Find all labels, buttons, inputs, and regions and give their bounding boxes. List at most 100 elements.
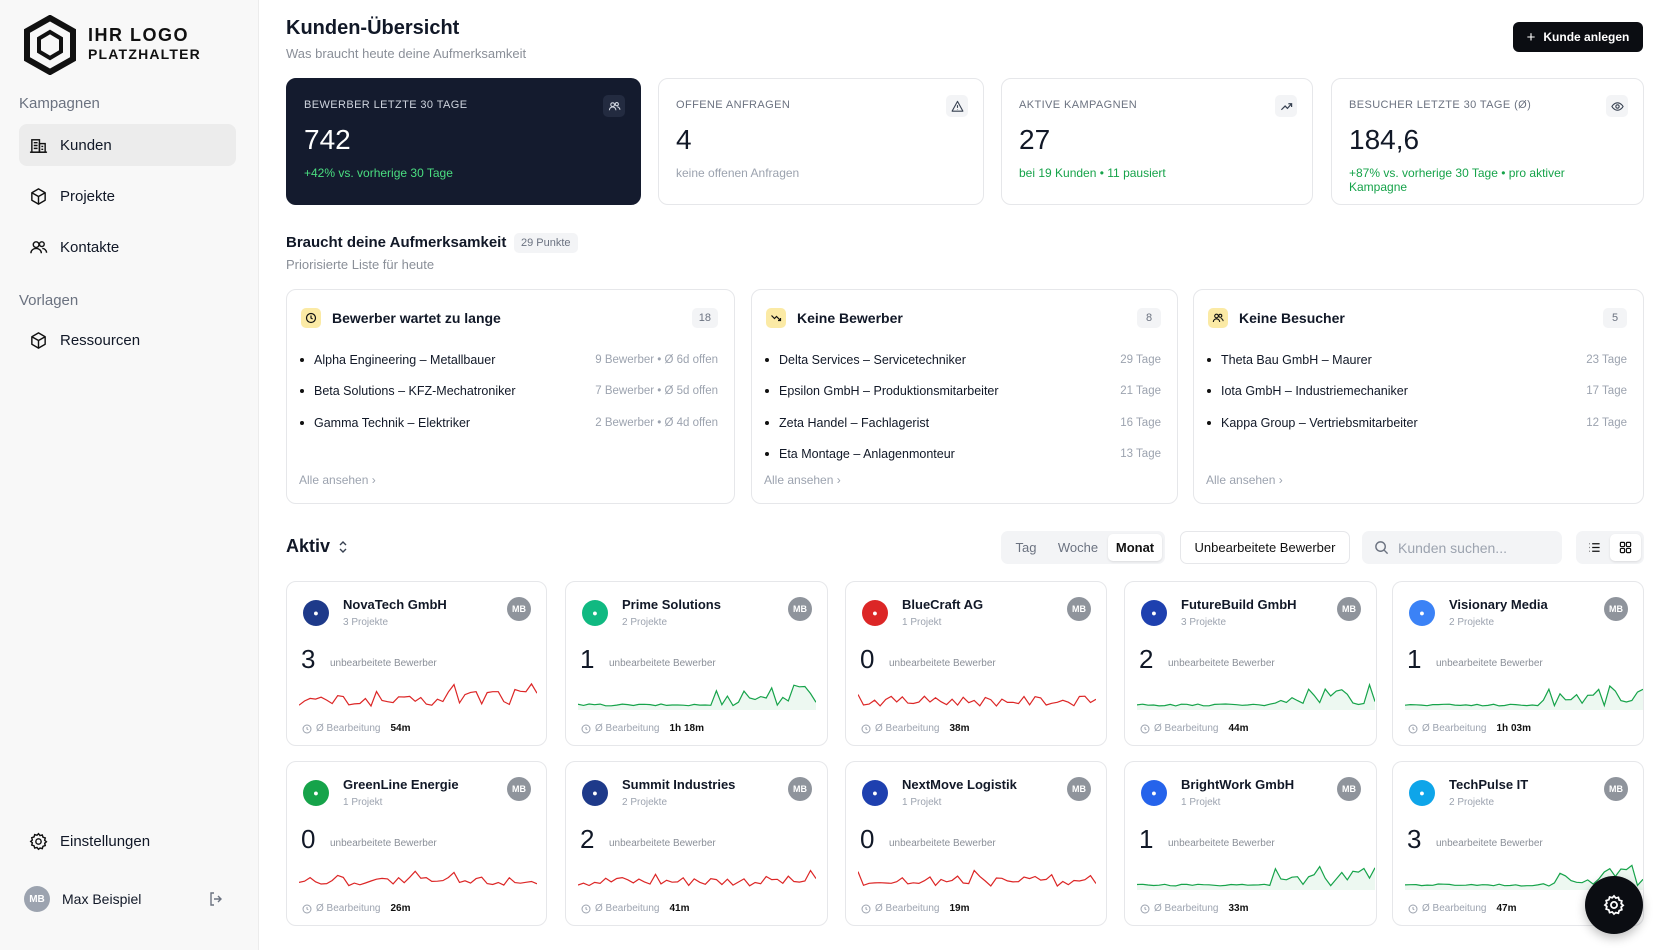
company-logo-icon: ● [582,600,608,626]
customer-card[interactable]: ● GreenLine Energie 1 Projekt MB 0 unbearbeit… [286,761,547,926]
sidebar-item-settings[interactable]: Einstellungen [19,820,236,862]
sparkline-area [1137,866,1375,890]
clock-icon [861,904,871,913]
attention-card-count: 18 [691,308,718,328]
customer-projects: 1 Projekt [902,797,942,808]
kpi-note: +87% vs. vorherige 30 Tage • pro aktiver… [1349,166,1565,194]
customer-card[interactable]: ● Visionary Media 2 Projekte MB 1 unbearbeite… [1392,581,1644,746]
list-item[interactable]: Epsilon GmbH – Produktionsmitarbeiter 21 … [765,376,1161,408]
settings-fab[interactable] [1585,876,1643,934]
customer-card[interactable]: ● Summit Industries 2 Projekte MB 2 unbearbei… [565,761,828,926]
clock-icon [1408,904,1418,913]
avatar[interactable]: MB [788,777,812,801]
avatar[interactable]: MB [1337,597,1361,621]
kpi-card-applicants[interactable]: BEWERBER LETZTE 30 TAGE 742 +42% vs. vor… [286,78,641,205]
avatar[interactable]: MB [788,597,812,621]
avatar[interactable]: MB [1337,777,1361,801]
unprocessed-count: 2 [580,824,595,854]
customer-name: TechPulse IT [1449,777,1529,792]
kpi-card-active-campaigns[interactable]: AKTIVE KAMPAGNEN 27 bei 19 Kunden • 11 p… [1001,78,1313,205]
list-item[interactable]: Eta Montage – Anlagenmonteur 13 Tage [765,439,1161,471]
sidebar-item-label: Einstellungen [60,832,151,850]
list-item[interactable]: Iota GmbH – Industriemechaniker 17 Tage [1207,376,1627,408]
attention-list: Delta Services – Servicetechniker 29 Tage… [765,344,1161,470]
page-subtitle: Was braucht heute deine Aufmerksamkeit [286,46,527,61]
sidebar-item-kunden[interactable]: Kunden [19,124,236,166]
list-view-button[interactable] [1579,534,1610,561]
view-all-link[interactable]: Alle ansehen › [764,473,841,487]
active-title-label: Aktiv [286,536,331,556]
avatar[interactable]: MB [507,777,531,801]
item-text: Eta Montage – Anlagenmonteur [779,447,955,462]
list-item[interactable]: Kappa Group – Vertriebsmitarbeiter 12 Tag… [1207,407,1627,439]
period-day[interactable]: Tag [1015,540,1037,555]
hexagon-logo-icon [24,15,76,75]
list-icon [1589,543,1600,552]
sparkline-line [1405,864,1643,887]
gear-icon [29,832,48,850]
sparkline-chart [299,682,537,708]
period-week[interactable]: Woche [1057,540,1099,555]
processing-time: Ø Bearbeitung 54m [302,723,411,734]
sidebar-item-projekte[interactable]: Projekte [19,175,236,217]
company-logo-icon: ● [1141,600,1167,626]
unprocessed-label: unbearbeitete Bewerber [1168,658,1275,669]
item-meta: 13 Tage [1120,448,1161,461]
add-customer-button[interactable]: + Kunde anlegen [1513,22,1643,52]
sparkline-line [299,682,537,708]
customer-projects: 1 Projekt [343,797,383,808]
list-item[interactable]: Zeta Handel – Fachlagerist 16 Tage [765,407,1161,439]
user-profile[interactable]: MB Max Beispiel [24,886,224,912]
sidebar-item-ressourcen[interactable]: Ressourcen [19,319,236,361]
customer-card[interactable]: ● BlueCraft AG 1 Projekt MB 0 unbearbeitete B… [845,581,1107,746]
item-text: Delta Services – Servicetechniker [779,352,966,367]
customer-card[interactable]: ● FutureBuild GmbH 3 Projekte MB 2 unbearbeit… [1124,581,1377,746]
search-input[interactable] [1398,539,1548,556]
kpi-value: 742 [304,124,351,155]
list-item[interactable]: Alpha Engineering – Metallbauer 9 Bewerbe… [300,344,718,376]
customer-card[interactable]: ● BrightWork GmbH 1 Projekt MB 1 unbearbeitet… [1124,761,1377,926]
processing-time-value: 54m [390,723,411,734]
sparkline-line [1405,684,1643,708]
sparkline-area [578,685,816,710]
processing-time: Ø Bearbeitung 33m [1140,903,1249,914]
kpi-note: keine offenen Anfragen [676,166,800,180]
avatar[interactable]: MB [507,597,531,621]
users-icon [603,95,625,117]
view-all-link[interactable]: Alle ansehen › [1206,473,1283,487]
avatar[interactable]: MB [1067,777,1091,801]
sparkline-chart [1405,864,1643,890]
avatar[interactable]: MB [1067,597,1091,621]
sidebar-item-kontakte[interactable]: Kontakte [19,226,236,268]
building-icon [29,138,48,153]
avatar[interactable]: MB [1604,597,1628,621]
customer-card[interactable]: ● NovaTech GmbH 3 Projekte MB 3 unbearbeitete… [286,581,547,746]
active-section-title[interactable]: Aktiv [286,536,349,557]
customer-projects: 2 Projekte [1449,617,1495,628]
kpi-card-visitors[interactable]: BESUCHER LETZTE 30 TAGE (Ø) 184,6 +87% v… [1331,78,1644,205]
avatar[interactable]: MB [1604,777,1628,801]
list-item[interactable]: Gamma Technik – Elektriker 2 Bewerber • Ø… [300,407,718,439]
customer-card[interactable]: ● NextMove Logistik 1 Projekt MB 0 unbearbeit… [845,761,1107,926]
kpi-card-open-requests[interactable]: OFFENE ANFRAGEN 4 keine offenen Anfragen [658,78,984,205]
brand-logo[interactable]: IHR LOGO PLATZHALTER [23,15,201,75]
unprocessed-label: unbearbeitete Bewerber [1436,658,1543,669]
period-month[interactable]: Monat [1108,534,1162,561]
attention-card-no-visitors: Keine Besucher 5 Theta Bau GmbH – Maurer… [1193,289,1644,504]
customer-name: NovaTech GmbH [343,597,447,612]
section-label-templates: Vorlagen [19,292,79,309]
unprocessed-count: 1 [1407,644,1422,674]
list-item[interactable]: Theta Bau GmbH – Maurer 23 Tage [1207,344,1627,376]
logout-icon[interactable] [208,891,224,907]
item-text: Zeta Handel – Fachlagerist [779,415,930,430]
item-text: Epsilon GmbH – Produktionsmitarbeiter [779,384,999,399]
view-toggle [1576,531,1644,564]
list-item[interactable]: Delta Services – Servicetechniker 29 Tage [765,344,1161,376]
unprocessed-count: 3 [301,644,316,674]
grid-view-button[interactable] [1610,534,1641,561]
customer-card[interactable]: ● Prime Solutions 2 Projekte MB 1 unbearbeite… [565,581,828,746]
customer-name: BrightWork GmbH [1181,777,1295,792]
view-all-link[interactable]: Alle ansehen › [299,473,376,487]
list-item[interactable]: Beta Solutions – KFZ-Mechatroniker 7 Bewe… [300,376,718,408]
filter-unprocessed-button[interactable]: Unbearbeitete Bewerber [1180,531,1350,564]
